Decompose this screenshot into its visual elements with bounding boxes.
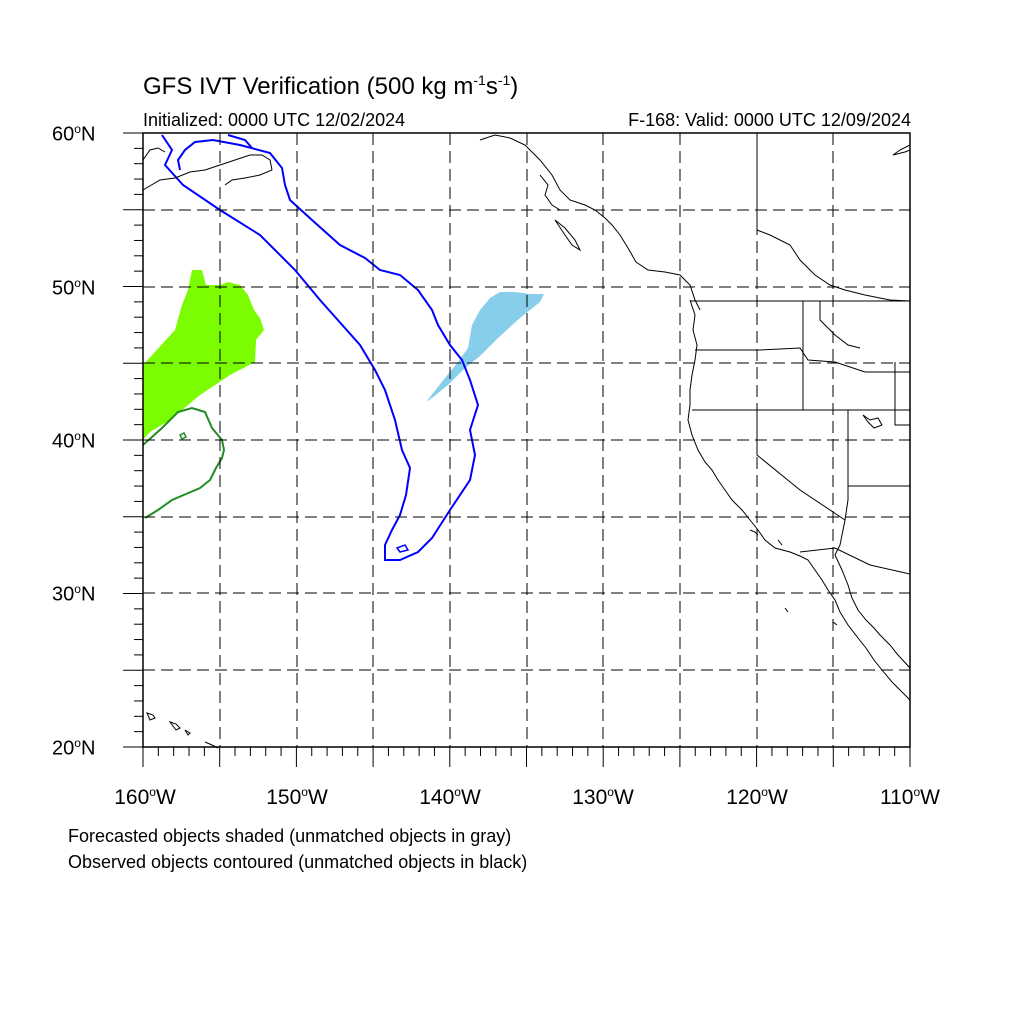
- forecast-object-blue: [426, 292, 544, 402]
- lon-label-150w: 150oW: [266, 785, 328, 809]
- axis-ticks: [123, 132, 911, 767]
- forecast-object-green: [143, 270, 264, 440]
- lat-label-30: 30oN: [52, 582, 96, 606]
- forecast-note: Forecasted objects shaded (unmatched obj…: [68, 826, 512, 846]
- observed-object-blue-loop: [395, 544, 410, 553]
- lat-label-60: 60oN: [52, 122, 96, 146]
- lon-label-140w: 140oW: [419, 785, 481, 809]
- graticule: [143, 133, 910, 747]
- lon-label-120w: 120oW: [726, 785, 788, 809]
- observed-object-green-small: [178, 431, 188, 441]
- observed-object-green: [142, 406, 226, 519]
- lon-label-160w: 160oW: [114, 785, 176, 809]
- lon-label-110w: 110oW: [880, 785, 940, 809]
- observed-object-blue: [161, 134, 480, 561]
- valid-time: F-168: Valid: 0000 UTC 12/09/2024: [628, 110, 911, 130]
- observed-object-blue-top: [227, 134, 253, 149]
- lat-label-40: 40oN: [52, 429, 96, 453]
- observed-note: Observed objects contoured (unmatched ob…: [68, 852, 528, 872]
- lat-label-20: 20oN: [52, 736, 96, 760]
- lon-label-130w: 130oW: [572, 785, 634, 809]
- political-boundaries: [690, 135, 911, 575]
- lat-label-50: 50oN: [52, 276, 96, 300]
- initialized-time: Initialized: 0000 UTC 12/02/2024: [143, 110, 406, 130]
- figure-title: GFS IVT Verification (500 kg m-1s-1): [143, 72, 519, 100]
